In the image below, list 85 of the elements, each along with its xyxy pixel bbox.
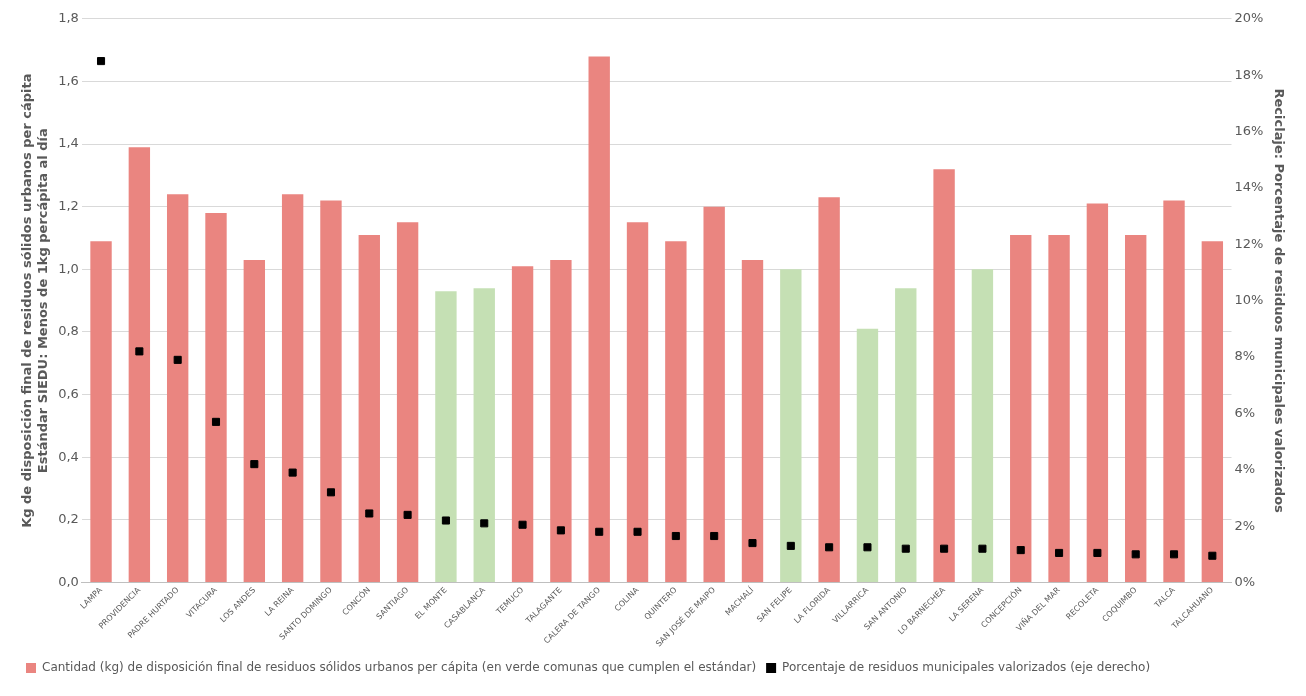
bar [205,212,227,583]
y-tick-label: 0,0 [58,573,79,589]
bar [320,200,342,583]
bar [780,269,802,583]
y2-tick-label: 16% [1234,122,1264,138]
legend-label: Porcentaje de residuos municipales valorizados (eje derecho) [782,660,1151,675]
y-axis-title: Kg de disposición final de residuos sólidos urbanos per cápita Estándar SIEDU: Menos de 1kg percápita al día [19,73,50,528]
point [595,527,604,536]
bar [856,328,879,583]
point [1208,551,1217,560]
bar [588,56,610,583]
y2-tick-label: 8% [1234,348,1256,364]
bar [243,259,266,583]
bar [1163,200,1185,583]
y2-tick-label: 20% [1234,10,1264,26]
point [978,544,987,553]
y2-tick-label: 6% [1234,404,1256,420]
point [633,527,642,536]
y2-tick-label: 12% [1234,235,1264,251]
point [863,543,872,552]
bar [281,194,304,583]
bar [933,169,955,583]
bar [550,259,572,583]
point [211,417,221,426]
point [710,531,719,541]
y-tick-label: 1,4 [58,135,79,151]
point [825,543,834,552]
y2-tick-label: 18% [1234,66,1264,82]
point [365,509,374,518]
point [135,347,144,356]
bar [1048,234,1070,583]
bar [818,197,840,583]
bar [90,241,112,583]
point [518,520,527,529]
point [1055,548,1064,557]
bar [511,266,534,583]
y2-tick-label: 4% [1234,461,1256,477]
bar [971,269,994,583]
y2-axis-title: Reciclaje: Porcentaje de residuos municipales valorizados [1271,88,1287,514]
point [671,531,680,541]
point [1016,546,1025,555]
y2-tick-label: 2% [1234,517,1256,533]
point [940,544,949,553]
point [556,526,565,535]
y-tick-label: 1,2 [58,198,79,214]
point [173,355,182,364]
bar [703,206,725,583]
point [288,468,297,477]
y-tick-label: 1,8 [58,10,79,26]
point [1169,550,1179,559]
y-tick-label: 0,4 [58,448,79,464]
y2-tick-label: 0% [1234,573,1256,589]
point [786,541,795,550]
y-tick-label: 0,6 [58,385,79,401]
bar [358,234,380,583]
point [326,488,335,497]
legend-label: Cantidad (kg) de disposición final de residuos sólidos urbanos per cápita (en verde comunas que cumplen el estándar) [42,660,757,675]
bar [473,288,495,583]
bar [1125,234,1147,583]
y-tick-label: 1,0 [58,260,79,276]
y2-tick-label: 14% [1234,179,1264,195]
point [97,57,106,66]
point [1131,550,1140,559]
bar [1086,203,1109,583]
bar [128,147,151,583]
y-tick-label: 0,2 [58,511,79,527]
point [480,519,489,528]
point [441,516,450,525]
bar [626,222,649,583]
y-tick-label: 0,8 [58,323,79,339]
bar [396,222,419,583]
bar [665,241,687,583]
bar [1201,241,1224,583]
point [901,544,910,553]
point [748,539,757,548]
y-tick-label: 1,6 [58,72,79,88]
bar [895,288,917,583]
y2-tick-label: 10% [1234,292,1264,308]
point [403,510,412,519]
point [1093,548,1102,557]
bar [1010,234,1032,583]
bar [166,194,189,583]
bar [435,291,457,583]
point [250,460,259,469]
bar [741,259,764,583]
